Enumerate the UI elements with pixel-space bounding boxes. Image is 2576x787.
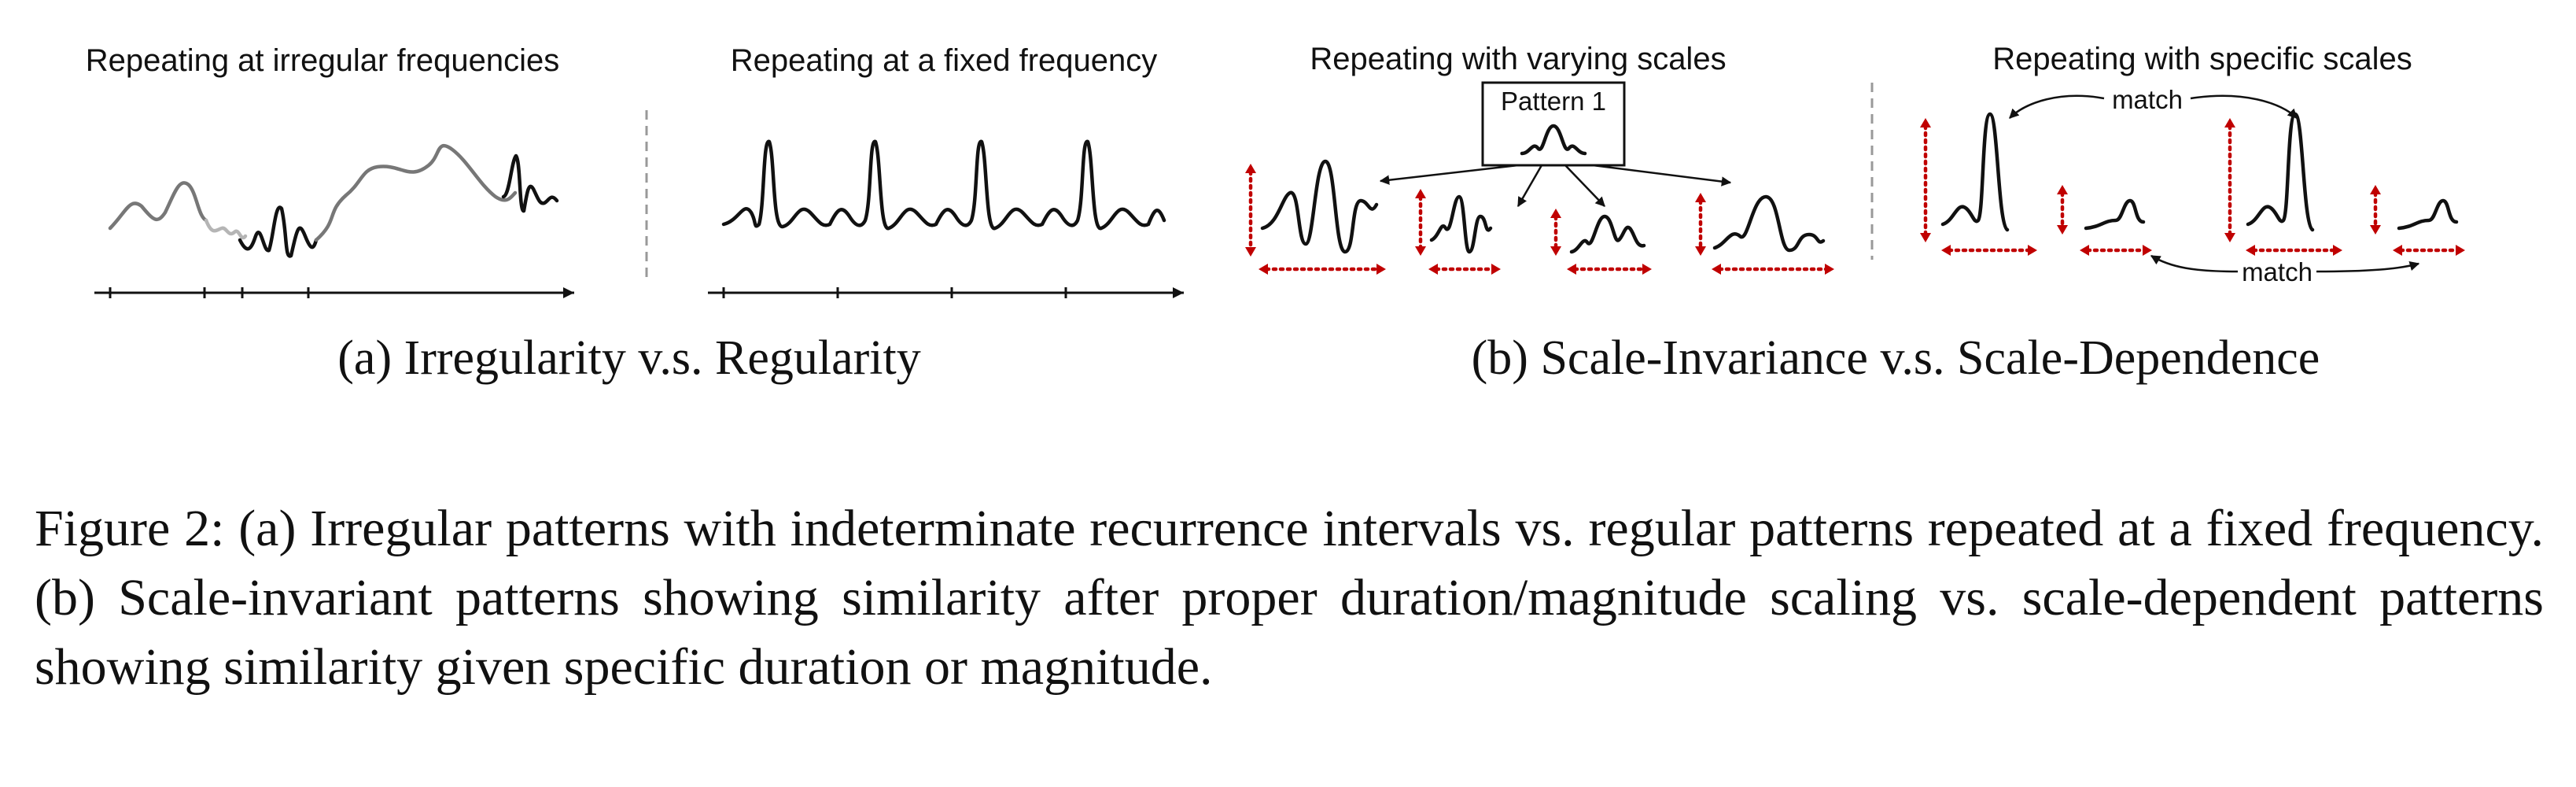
match-arrow-bottom-right xyxy=(2316,261,2420,273)
match-arrow-top-right xyxy=(2190,94,2298,119)
figure-caption: Figure 2: (a) Irregular patterns with in… xyxy=(35,500,2544,696)
panel-b-right-title: Repeating with specific scales xyxy=(1992,42,2412,76)
specific-scale-patterns-plot xyxy=(1920,112,2465,256)
match-label-top: match xyxy=(2112,85,2183,114)
match-arrow-bottom-left xyxy=(2150,254,2239,273)
panel-a-left-title: Repeating at irregular frequencies xyxy=(86,43,560,78)
irregular-series-plot xyxy=(94,143,574,298)
subcaption-a: (a) Irregularity v.s. Regularity xyxy=(337,331,920,385)
match-arrow-top-left xyxy=(2009,94,2105,119)
subcaption-b: (b) Scale-Invariance v.s. Scale-Dependen… xyxy=(1472,331,2320,385)
regular-series-plot xyxy=(708,139,1184,298)
panel-a-right-title: Repeating at a fixed frequency xyxy=(731,43,1158,78)
pattern-1-label: Pattern 1 xyxy=(1501,87,1606,116)
panel-b-left-title: Repeating with varying scales xyxy=(1310,42,1726,76)
pattern-1-box: Pattern 1 xyxy=(1481,81,1626,167)
scaled-patterns-plot xyxy=(1245,159,1834,275)
figure-2: Repeating at irregular frequencies Repea… xyxy=(86,42,2465,385)
pattern-arrows xyxy=(1379,164,1732,208)
match-label-bottom: match xyxy=(2242,257,2313,286)
